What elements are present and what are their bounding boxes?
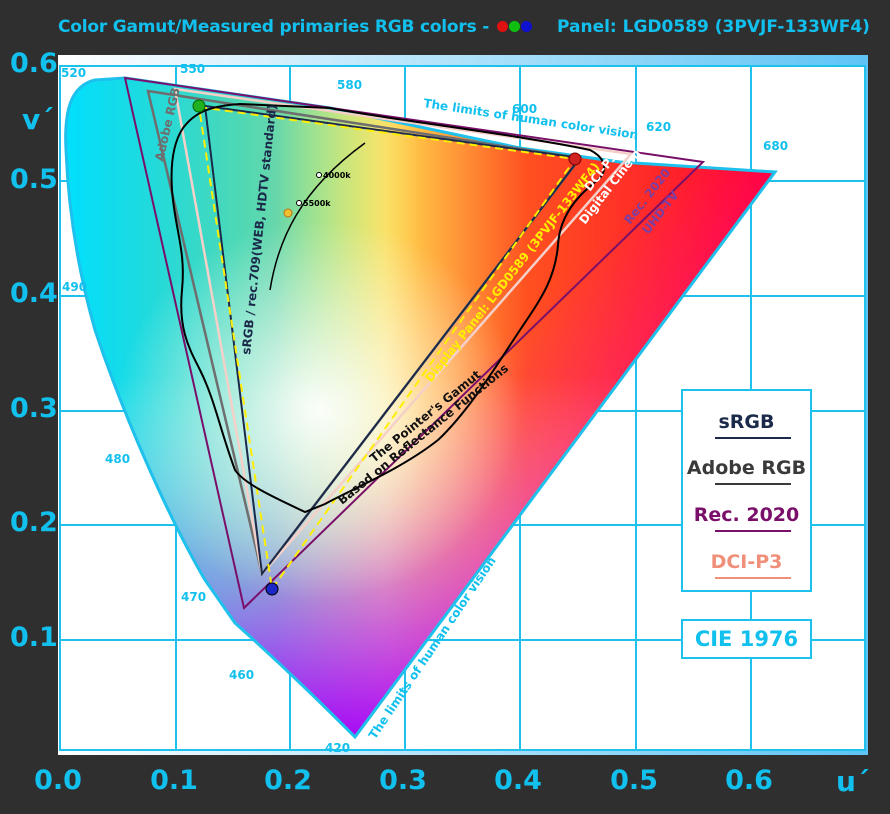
x-tick: 0.0 <box>34 765 82 796</box>
cct-4000k-label: 4000k <box>323 171 351 180</box>
cct-5500k-label: 5500k <box>303 199 331 208</box>
legend-item-rec2020: Rec. 2020 <box>683 504 810 532</box>
legend-item-dcip3: DCI-P3 <box>683 551 810 579</box>
green-primary-marker <box>192 99 206 113</box>
cie-1976-label: CIE 1976 <box>681 619 812 659</box>
x-tick: 0.4 <box>494 765 542 796</box>
y-tick: 0.6 <box>10 48 58 79</box>
svg-text:420: 420 <box>325 741 350 755</box>
blue-dot-icon <box>520 21 532 32</box>
rec2020-triangle <box>123 76 706 610</box>
blue-primary-marker <box>265 582 279 596</box>
dcip3-triangle <box>173 87 634 577</box>
legend-item-adobe-rgb: Adobe RGB <box>683 457 810 485</box>
x-tick: 0.5 <box>610 765 658 796</box>
x-tick: 0.2 <box>264 765 312 796</box>
y-axis-label: v´ <box>22 103 55 136</box>
white-point-marker <box>283 208 293 218</box>
cct-4000k-marker <box>316 172 322 178</box>
legend-item-srgb: sRGB <box>683 411 810 439</box>
cct-5500k-marker <box>296 200 302 206</box>
svg-text:550: 550 <box>180 62 205 76</box>
y-tick: 0.2 <box>10 507 58 538</box>
svg-text:470: 470 <box>181 590 206 604</box>
red-primary-marker <box>568 152 582 166</box>
panel-label: Panel: LGD0589 (3PVJF-133WF4) <box>557 17 870 37</box>
svg-text:460: 460 <box>229 668 254 682</box>
svg-text:600: 600 <box>512 102 537 116</box>
y-tick: 0.4 <box>10 278 58 309</box>
x-tick: 0.3 <box>379 765 427 796</box>
spectral-locus-outline <box>64 76 778 740</box>
svg-text:480: 480 <box>105 452 130 466</box>
wavelength-labels: 520 550 580 600 620 680 490 480 470 460 … <box>61 62 788 755</box>
measured-triangle <box>197 105 577 592</box>
legend: sRGB Adobe RGB Rec. 2020 DCI-P3 <box>681 389 812 592</box>
primary-dots <box>496 17 533 37</box>
pointers-gamut-outline <box>170 102 606 514</box>
y-tick: 0.1 <box>10 622 58 653</box>
svg-text:620: 620 <box>646 120 671 134</box>
svg-text:490: 490 <box>62 280 87 294</box>
svg-text:680: 680 <box>763 139 788 153</box>
y-tick: 0.3 <box>10 393 58 424</box>
x-tick: 0.1 <box>150 765 198 796</box>
green-dot-icon <box>508 21 520 32</box>
red-dot-icon <box>496 21 508 32</box>
svg-text:520: 520 <box>61 66 86 80</box>
svg-text:580: 580 <box>337 78 362 92</box>
x-axis-label: u´ <box>836 765 870 798</box>
y-tick: 0.5 <box>10 164 58 195</box>
x-tick: 0.6 <box>725 765 773 796</box>
planckian-locus <box>269 142 366 291</box>
title-text: Color Gamut/Measured primaries RGB color… <box>58 17 490 37</box>
chart-title: Color Gamut/Measured primaries RGB color… <box>58 17 547 37</box>
